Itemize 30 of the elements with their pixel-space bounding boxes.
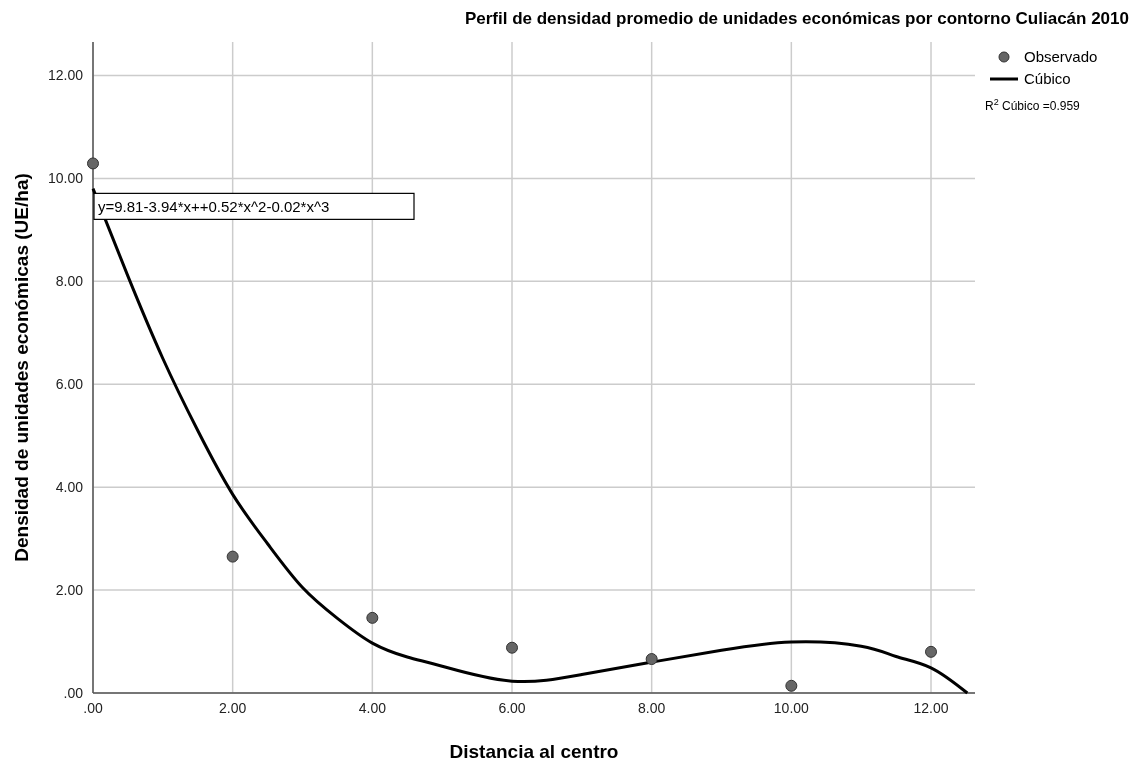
- x-tick-label: 4.00: [358, 700, 387, 716]
- y-tick-label: 4.00: [55, 479, 84, 496]
- y-tick-label: .00: [63, 685, 84, 701]
- legend-label: Cúbico: [1024, 70, 1071, 87]
- text: R$^{2}$ Cúbico =0.959: [985, 97, 1081, 113]
- chart-title: Perfil de densidad promedio de unidades económicas por contorno Culiacán 2010: [464, 9, 1129, 28]
- y-tick-label: 2.00: [55, 582, 84, 599]
- legend-label: Observado: [1024, 48, 1098, 65]
- equation-box: y=9.81-3.94*x++0.52*x^2-0.02*x^3: [93, 192, 415, 220]
- line-series: [91, 187, 969, 695]
- point: [925, 645, 938, 658]
- y-tick-label: 8.00: [55, 273, 84, 290]
- x-axis-title: Distancia al centro: [449, 741, 619, 762]
- point: [226, 550, 239, 563]
- x-tick-label: 12.00: [913, 700, 949, 716]
- point: [506, 641, 518, 654]
- point: [645, 653, 658, 666]
- x-tick-label: 2.00: [219, 700, 247, 716]
- x-tick-label: 6.00: [498, 700, 526, 716]
- y-axis-title: Densidad de unidades económicas (UE/ha): [11, 173, 32, 562]
- y-tick-label: 10.00: [47, 170, 84, 187]
- y-tick-label: 6.00: [55, 376, 84, 393]
- point: [87, 157, 99, 170]
- y-tick-label: 12.00: [47, 67, 84, 84]
- point: [366, 611, 379, 624]
- x-tick-label: .00: [83, 700, 103, 716]
- x-tick-label: 8.00: [638, 700, 666, 716]
- point: [785, 679, 798, 692]
- x-tick-label: 10.00: [773, 700, 810, 716]
- annotation: y=9.81-3.94*x++0.52*x^2-0.02*x^3: [98, 198, 330, 216]
